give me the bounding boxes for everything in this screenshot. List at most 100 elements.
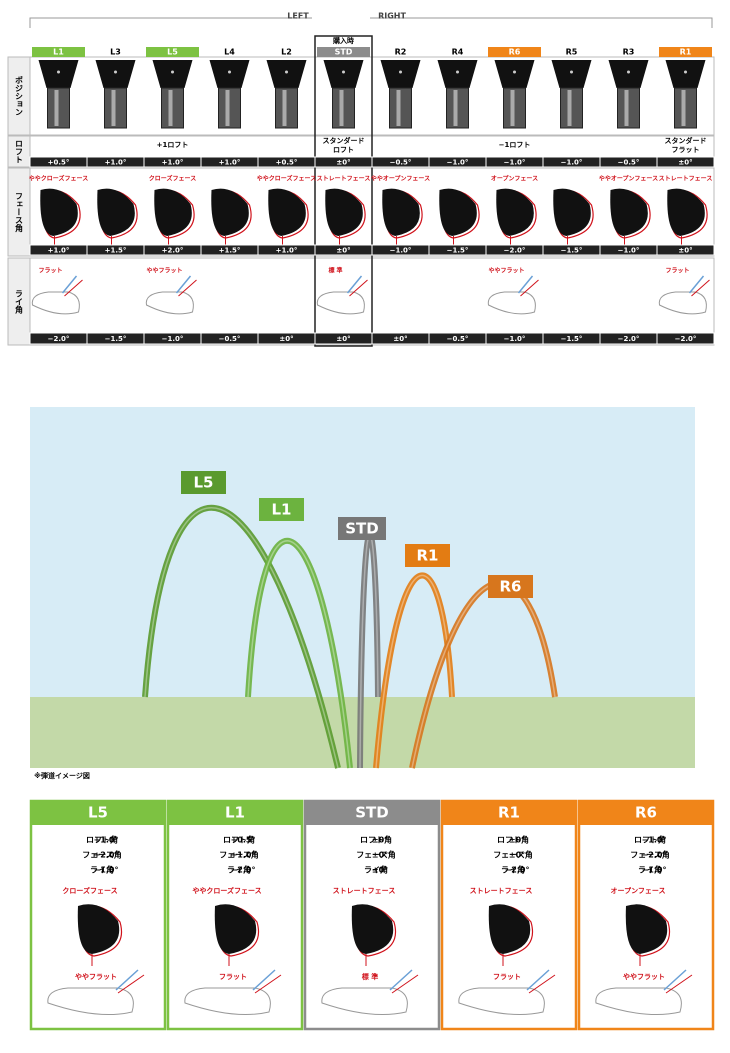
label: R6 — [500, 578, 522, 596]
label: −1.0° — [447, 159, 469, 167]
card-header — [304, 800, 440, 825]
label: L2 — [281, 48, 292, 57]
label: −2.0° — [505, 866, 530, 875]
label: R6 — [509, 48, 521, 57]
label: L3 — [110, 48, 121, 57]
label: −1.0° — [504, 159, 526, 167]
label: R1 — [680, 48, 692, 57]
label: −1.5° — [447, 247, 469, 255]
label: ストレートフェース — [470, 887, 533, 895]
label: +1.0° — [105, 159, 127, 167]
club-dot — [570, 70, 573, 74]
label: +1.0° — [162, 159, 184, 167]
lie-head — [145, 291, 194, 315]
face-head — [40, 188, 78, 236]
label: −1.0° — [390, 247, 412, 255]
label: ややオープンフェース — [599, 175, 658, 183]
lie-shaft — [175, 275, 192, 294]
label: クローズフェース — [149, 175, 196, 183]
trajectory-inner — [144, 507, 339, 769]
label: ライ角 — [227, 865, 251, 875]
label: +2.0° — [162, 247, 184, 255]
label: −2.0° — [675, 335, 697, 343]
trajectory-tag — [405, 544, 450, 567]
value-bar — [656, 156, 715, 168]
label: −2.0° — [231, 866, 256, 875]
label: −1.5° — [561, 335, 583, 343]
lie-head — [321, 987, 408, 1016]
face-head — [268, 188, 306, 236]
label: −2.0° — [642, 851, 667, 860]
label: −1ロフト — [499, 141, 531, 149]
card-header — [30, 800, 166, 825]
label: ややクローズフェース — [257, 175, 316, 183]
club-dot — [57, 70, 60, 74]
trajectory — [373, 572, 455, 769]
lie-shaft — [663, 969, 687, 991]
label: ロフト角 — [86, 835, 118, 845]
label: ややオープンフェース — [371, 175, 430, 183]
label: +1.5° — [219, 247, 241, 255]
trajectory-tag — [338, 517, 386, 540]
badge — [317, 47, 370, 57]
lie-shaft — [64, 279, 83, 297]
label: −0.5° — [447, 335, 469, 343]
label: STD — [335, 48, 353, 57]
label: +2.0° — [94, 851, 119, 860]
trajectory-inner — [375, 574, 453, 769]
club-shine — [510, 90, 515, 126]
trajectory-tag — [488, 575, 533, 598]
face-head — [625, 904, 668, 954]
club-shine — [282, 90, 287, 126]
lie-shaft — [61, 275, 78, 294]
label: ややフラット — [75, 972, 117, 981]
label: +1.0° — [231, 851, 256, 860]
label: −1.0° — [561, 159, 583, 167]
label: 購入時 — [332, 36, 354, 45]
label: LEFT — [287, 12, 309, 21]
club-top — [38, 60, 79, 88]
label: −1.0° — [642, 866, 667, 875]
lie-shaft — [346, 275, 363, 294]
club-dot — [342, 70, 345, 74]
label: ストレートフェース — [659, 176, 713, 183]
lie-shaft — [115, 969, 139, 991]
face-head — [382, 188, 420, 236]
trajectory-tag — [181, 471, 226, 494]
label: 標 準 — [328, 267, 342, 275]
label: ライ角 — [501, 865, 525, 875]
badge — [659, 47, 712, 57]
label: +0.5° — [231, 836, 256, 845]
value-bar — [656, 244, 715, 256]
label: ロフト角 — [223, 835, 255, 845]
label: フェース角 — [630, 850, 670, 860]
club-top — [380, 60, 421, 88]
club-top — [494, 60, 535, 88]
label: ±0° — [279, 335, 293, 343]
label: フラット — [38, 268, 62, 275]
club-top — [437, 60, 478, 88]
label: ロフト角 — [634, 835, 666, 845]
label: ライ角 — [90, 865, 114, 875]
label: ±0° — [372, 851, 388, 860]
face-head — [439, 188, 477, 236]
face-head — [351, 904, 394, 954]
label: フラット — [665, 268, 689, 275]
label: RIGHT — [378, 12, 406, 21]
lie-shaft — [252, 969, 276, 991]
label: +1.0° — [276, 247, 298, 255]
trajectory — [142, 504, 341, 769]
lie-shaft — [391, 974, 419, 994]
face-head — [553, 188, 591, 236]
lie-head — [184, 987, 271, 1016]
club-dot — [456, 70, 459, 74]
lie-shaft — [520, 279, 539, 297]
trajectory-inner — [247, 540, 351, 769]
lie-shaft — [178, 279, 197, 297]
face-head — [488, 904, 531, 954]
row-label: ポジション — [15, 75, 24, 116]
label: ±0° — [509, 836, 525, 845]
label: L5 — [167, 48, 178, 57]
label: −1.0° — [642, 836, 667, 845]
